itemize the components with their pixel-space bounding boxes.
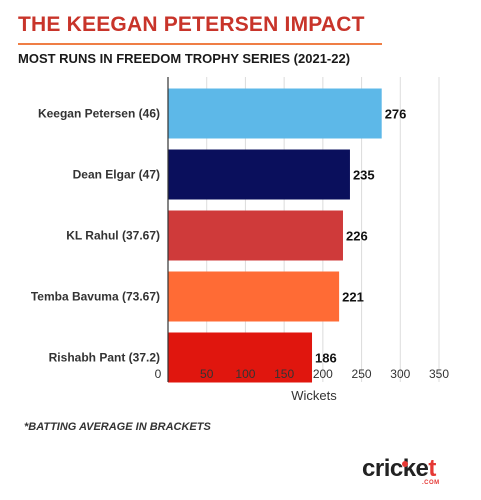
category-label: Temba Bavuma (73.67) [31,290,160,304]
x-tick-label: 350 [429,367,449,381]
x-axis-label: Wickets [291,388,337,403]
category-labels: Keegan Petersen (46) Dean Elgar (47) KL Ra… [31,107,160,365]
value-label: 235 [353,168,375,183]
cricket-com-logo: cricket .COM [362,455,452,489]
logo-dot [402,461,408,467]
category-label: Keegan Petersen (46) [38,107,160,121]
value-label: 186 [315,351,337,366]
bar [168,271,340,322]
footnote: *BATTING AVERAGE IN BRACKETS [24,421,211,433]
bar [168,210,343,261]
title-underline [18,43,382,45]
value-labels: 276 235 226 221 186 [315,107,406,366]
chart-title: THE KEEGAN PETERSEN IMPACT [18,13,365,36]
x-tick-labels: 0 50 100 150 200 250 300 350 [155,367,450,381]
logo-wordmark: cricket [362,455,436,482]
x-tick-label: 200 [313,367,333,381]
chart-subtitle: MOST RUNS IN FREEDOM TROPHY SERIES (2021… [18,51,351,66]
x-tick-label: 150 [274,367,294,381]
x-tick-label: 50 [200,367,214,381]
bar [168,149,350,200]
category-label: Rishabh Pant (37.2) [49,351,160,365]
category-label: KL Rahul (37.67) [66,229,160,243]
x-tick-label: 250 [352,367,372,381]
category-label: Dean Elgar (47) [73,168,160,182]
bar [168,88,382,139]
bar-chart: Keegan Petersen (46) Dean Elgar (47) KL Ra… [31,77,450,403]
x-tick-label: 100 [235,367,255,381]
value-label: 276 [385,107,407,122]
x-tick-label: 0 [155,367,162,381]
bar [168,332,313,383]
logo-sub: .COM [422,480,440,486]
value-label: 221 [342,290,364,305]
value-label: 226 [346,229,368,244]
bars [168,88,382,383]
x-tick-label: 300 [390,367,410,381]
